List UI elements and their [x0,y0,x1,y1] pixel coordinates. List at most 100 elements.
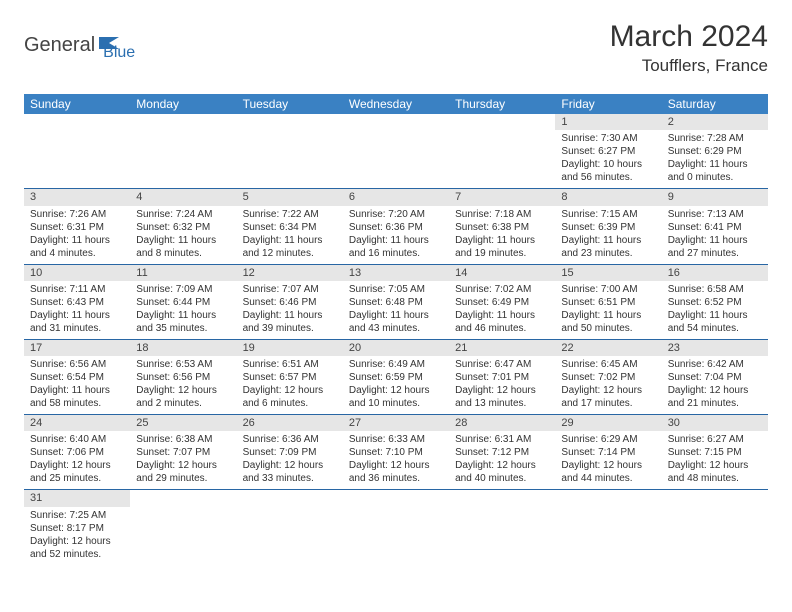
sunrise-text: Sunrise: 6:51 AM [243,358,337,371]
daylight-text: Daylight: 11 hours and 54 minutes. [668,309,762,335]
daylight-text: Daylight: 12 hours and 2 minutes. [136,384,230,410]
calendar-cell: 20Sunrise: 6:49 AMSunset: 6:59 PMDayligh… [343,339,449,414]
calendar-week: 31Sunrise: 7:25 AMSunset: 8:17 PMDayligh… [24,490,768,565]
sunrise-text: Sunrise: 7:00 AM [561,283,655,296]
calendar-cell: 25Sunrise: 6:38 AMSunset: 7:07 PMDayligh… [130,415,236,490]
day-number: 24 [24,415,130,431]
daylight-text: Daylight: 12 hours and 17 minutes. [561,384,655,410]
sunrise-text: Sunrise: 7:02 AM [455,283,549,296]
day-number: 30 [662,415,768,431]
sunset-text: Sunset: 7:14 PM [561,446,655,459]
calendar-week: 1Sunrise: 7:30 AMSunset: 6:27 PMDaylight… [24,114,768,189]
daylight-text: Daylight: 11 hours and 46 minutes. [455,309,549,335]
sunrise-text: Sunrise: 7:11 AM [30,283,124,296]
sunset-text: Sunset: 6:36 PM [349,221,443,234]
day-body: Sunrise: 6:49 AMSunset: 6:59 PMDaylight:… [343,356,449,414]
daylight-text: Daylight: 12 hours and 40 minutes. [455,459,549,485]
calendar-cell: 5Sunrise: 7:22 AMSunset: 6:34 PMDaylight… [237,189,343,264]
calendar-cell [343,490,449,565]
day-header: Sunday [24,94,130,114]
sunset-text: Sunset: 6:34 PM [243,221,337,234]
day-number: 27 [343,415,449,431]
calendar-cell: 17Sunrise: 6:56 AMSunset: 6:54 PMDayligh… [24,339,130,414]
calendar-cell: 26Sunrise: 6:36 AMSunset: 7:09 PMDayligh… [237,415,343,490]
sunrise-text: Sunrise: 6:27 AM [668,433,762,446]
calendar-cell [343,114,449,189]
daylight-text: Daylight: 12 hours and 44 minutes. [561,459,655,485]
logo-word2: Blue [103,44,135,62]
sunrise-text: Sunrise: 6:58 AM [668,283,762,296]
day-body: Sunrise: 7:18 AMSunset: 6:38 PMDaylight:… [449,206,555,264]
calendar-cell: 18Sunrise: 6:53 AMSunset: 6:56 PMDayligh… [130,339,236,414]
daylight-text: Daylight: 12 hours and 10 minutes. [349,384,443,410]
day-number: 13 [343,265,449,281]
day-number: 14 [449,265,555,281]
sunrise-text: Sunrise: 7:26 AM [30,208,124,221]
day-header: Thursday [449,94,555,114]
sunrise-text: Sunrise: 6:38 AM [136,433,230,446]
calendar-table: SundayMondayTuesdayWednesdayThursdayFrid… [24,94,768,565]
sunset-text: Sunset: 6:52 PM [668,296,762,309]
day-body: Sunrise: 6:51 AMSunset: 6:57 PMDaylight:… [237,356,343,414]
day-body: Sunrise: 7:13 AMSunset: 6:41 PMDaylight:… [662,206,768,264]
sunset-text: Sunset: 7:15 PM [668,446,762,459]
calendar-cell: 12Sunrise: 7:07 AMSunset: 6:46 PMDayligh… [237,264,343,339]
calendar-week: 24Sunrise: 6:40 AMSunset: 7:06 PMDayligh… [24,415,768,490]
sunrise-text: Sunrise: 6:49 AM [349,358,443,371]
calendar-cell [662,490,768,565]
sunset-text: Sunset: 8:17 PM [30,522,124,535]
daylight-text: Daylight: 11 hours and 39 minutes. [243,309,337,335]
calendar-cell: 29Sunrise: 6:29 AMSunset: 7:14 PMDayligh… [555,415,661,490]
daylight-text: Daylight: 11 hours and 35 minutes. [136,309,230,335]
sunrise-text: Sunrise: 7:15 AM [561,208,655,221]
calendar-week: 3Sunrise: 7:26 AMSunset: 6:31 PMDaylight… [24,189,768,264]
sunset-text: Sunset: 7:02 PM [561,371,655,384]
sunrise-text: Sunrise: 7:25 AM [30,509,124,522]
day-number: 10 [24,265,130,281]
day-number: 17 [24,340,130,356]
sunrise-text: Sunrise: 7:28 AM [668,132,762,145]
day-number: 1 [555,114,661,130]
day-body: Sunrise: 6:27 AMSunset: 7:15 PMDaylight:… [662,431,768,489]
day-number: 15 [555,265,661,281]
day-number: 8 [555,189,661,205]
sunset-text: Sunset: 6:39 PM [561,221,655,234]
sunset-text: Sunset: 6:38 PM [455,221,549,234]
sunrise-text: Sunrise: 6:29 AM [561,433,655,446]
daylight-text: Daylight: 11 hours and 16 minutes. [349,234,443,260]
daylight-text: Daylight: 12 hours and 52 minutes. [30,535,124,561]
calendar-cell: 19Sunrise: 6:51 AMSunset: 6:57 PMDayligh… [237,339,343,414]
calendar-cell: 27Sunrise: 6:33 AMSunset: 7:10 PMDayligh… [343,415,449,490]
sunset-text: Sunset: 6:43 PM [30,296,124,309]
day-number: 12 [237,265,343,281]
day-number: 16 [662,265,768,281]
day-body: Sunrise: 7:11 AMSunset: 6:43 PMDaylight:… [24,281,130,339]
daylight-text: Daylight: 11 hours and 19 minutes. [455,234,549,260]
calendar-cell: 24Sunrise: 6:40 AMSunset: 7:06 PMDayligh… [24,415,130,490]
sunrise-text: Sunrise: 7:18 AM [455,208,549,221]
day-number: 28 [449,415,555,431]
sunrise-text: Sunrise: 7:05 AM [349,283,443,296]
day-number: 9 [662,189,768,205]
sunrise-text: Sunrise: 6:53 AM [136,358,230,371]
day-number: 3 [24,189,130,205]
calendar-cell: 30Sunrise: 6:27 AMSunset: 7:15 PMDayligh… [662,415,768,490]
daylight-text: Daylight: 12 hours and 48 minutes. [668,459,762,485]
day-number: 6 [343,189,449,205]
calendar-cell: 31Sunrise: 7:25 AMSunset: 8:17 PMDayligh… [24,490,130,565]
day-header: Friday [555,94,661,114]
day-body: Sunrise: 7:09 AMSunset: 6:44 PMDaylight:… [130,281,236,339]
day-number: 29 [555,415,661,431]
daylight-text: Daylight: 11 hours and 12 minutes. [243,234,337,260]
daylight-text: Daylight: 12 hours and 25 minutes. [30,459,124,485]
day-body: Sunrise: 6:58 AMSunset: 6:52 PMDaylight:… [662,281,768,339]
day-body: Sunrise: 6:31 AMSunset: 7:12 PMDaylight:… [449,431,555,489]
sunset-text: Sunset: 7:09 PM [243,446,337,459]
sunset-text: Sunset: 6:44 PM [136,296,230,309]
logo-word1: General [24,34,95,57]
sunset-text: Sunset: 6:32 PM [136,221,230,234]
sunset-text: Sunset: 7:01 PM [455,371,549,384]
title-block: March 2024 Toufflers, France [610,20,768,76]
day-body: Sunrise: 6:29 AMSunset: 7:14 PMDaylight:… [555,431,661,489]
day-body: Sunrise: 7:20 AMSunset: 6:36 PMDaylight:… [343,206,449,264]
